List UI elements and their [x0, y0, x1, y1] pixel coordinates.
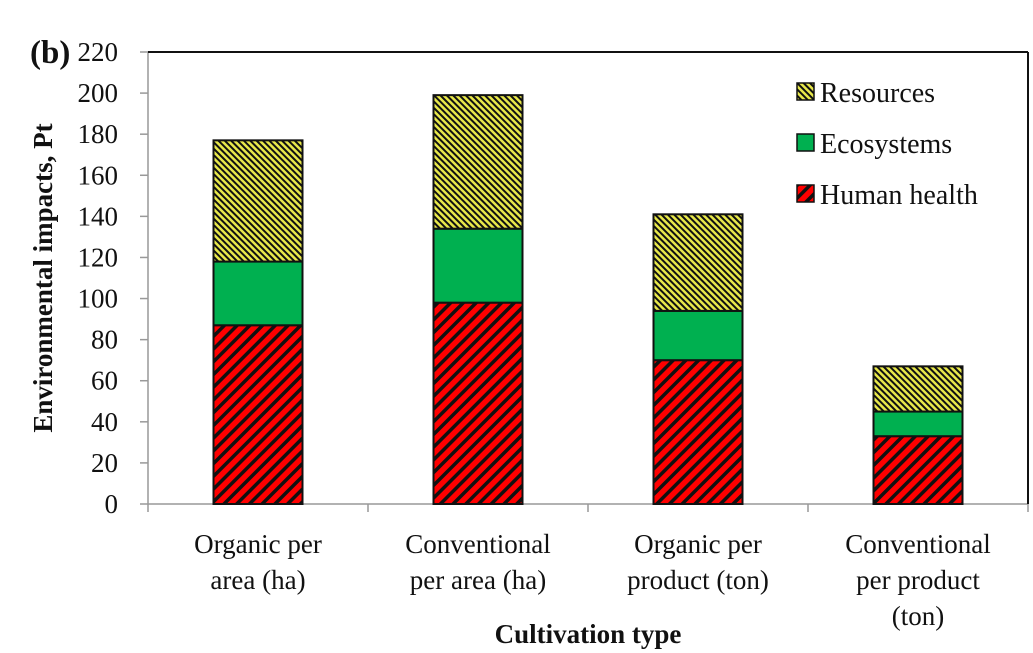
y-tick-label: 220 — [78, 37, 119, 67]
bar-segment-resources — [432, 94, 524, 230]
bars — [212, 94, 964, 506]
y-tick-label: 160 — [78, 160, 119, 190]
bar-segment-human-health — [872, 435, 964, 506]
y-tick-label: 200 — [78, 78, 119, 108]
legend-label-resources: Resources — [820, 78, 935, 109]
bar-segment-resources — [212, 139, 304, 263]
bar-segment-ecosystems — [212, 260, 304, 327]
x-tick-label-line: Organic per — [194, 529, 322, 559]
bar-segment-ecosystems — [872, 410, 964, 438]
x-tick-label: Conventional per area (ha) — [405, 529, 550, 595]
bar-segment-ecosystems — [432, 227, 524, 304]
bar-segment-resources — [652, 213, 744, 312]
y-tick-label: 140 — [78, 201, 119, 231]
legend-swatch-resources — [796, 82, 815, 101]
legend: Resources Ecosystems Human health — [796, 78, 978, 211]
x-tick-label-line: product (ton) — [627, 565, 769, 595]
y-tick-label: 20 — [91, 448, 118, 478]
y-tick-label: 100 — [78, 284, 119, 314]
x-tick-label-line: per area (ha) — [410, 565, 546, 595]
y-tick-label: 40 — [91, 407, 118, 437]
bar-segment-human-health — [652, 359, 744, 505]
x-tick-label-line: per product — [856, 565, 980, 595]
y-axis-title: Environmental impacts, Pt — [28, 123, 58, 432]
legend-swatch-ecosystems — [796, 133, 815, 152]
panel-label: (b) — [30, 35, 70, 71]
x-tick-label-line: Organic per — [634, 529, 762, 559]
y-tick-label: 120 — [78, 242, 119, 272]
y-tick-label: 60 — [91, 366, 118, 396]
y-tick-label: 80 — [91, 325, 118, 355]
legend-swatch-human-health — [796, 184, 815, 203]
y-tick-label: 0 — [105, 489, 119, 519]
y-tick-label: 180 — [78, 119, 119, 149]
y-axis: 0 20 40 60 80 100 120 140 160 180 200 220 — [78, 37, 149, 519]
x-axis: Organic per area (ha) Conventional per area… — [147, 503, 1029, 631]
x-tick-label-line: area (ha) — [210, 565, 305, 595]
x-tick-label-line: Conventional — [845, 529, 990, 559]
bar-segment-human-health — [212, 324, 304, 505]
bar-segment-resources — [872, 365, 964, 413]
x-tick-label: Conventional per product (ton) — [845, 529, 990, 631]
x-axis-title: Cultivation type — [495, 619, 682, 649]
bar-segment-ecosystems — [652, 309, 744, 362]
legend-label-human-health: Human health — [820, 180, 978, 211]
x-tick-label: Organic per area (ha) — [194, 529, 322, 595]
bar-segment-human-health — [432, 301, 524, 505]
x-tick-label-line: Conventional — [405, 529, 550, 559]
x-tick-label: Organic per product (ton) — [627, 529, 769, 595]
legend-label-ecosystems: Ecosystems — [820, 129, 952, 160]
x-tick-label-line: (ton) — [892, 601, 944, 631]
